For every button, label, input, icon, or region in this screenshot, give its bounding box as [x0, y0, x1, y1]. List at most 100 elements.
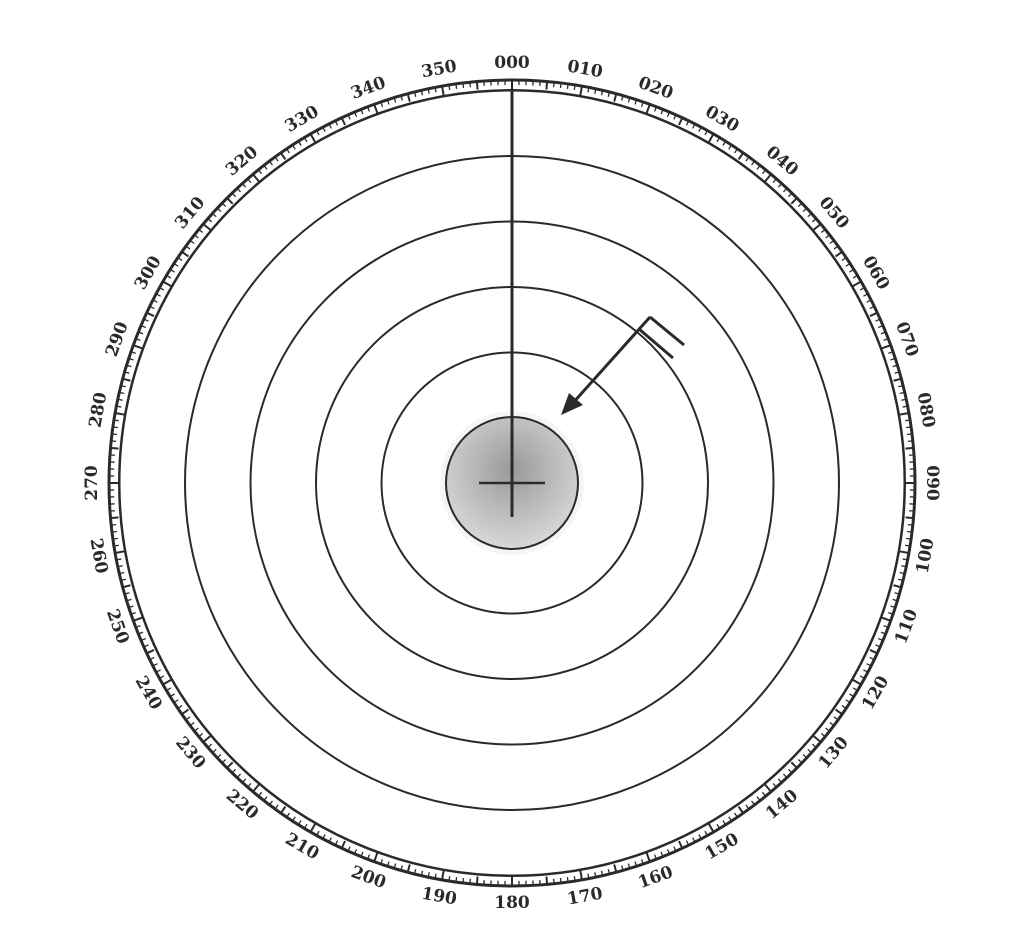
bearing-tick [899, 571, 905, 575]
bearing-tick [573, 84, 576, 91]
bearing-tick [122, 377, 131, 382]
bearing-tick [207, 218, 213, 223]
bearing-tick [152, 663, 158, 667]
bearing-tick [194, 234, 199, 239]
bearing-tick [888, 351, 894, 355]
bearing-tick [829, 239, 835, 244]
bearing-tick [850, 280, 862, 288]
bearing-tick [185, 716, 191, 721]
bearing-tick [274, 156, 279, 162]
bearing-tick [198, 732, 204, 738]
bearing-tick [751, 160, 756, 166]
bearing-tick [128, 357, 134, 361]
bearing-tick [807, 748, 812, 754]
bearing-tick [906, 537, 912, 540]
bearing-tick [782, 773, 788, 779]
bearing-label: 100 [913, 537, 939, 576]
bearing-tick [897, 412, 910, 416]
bearing-tick [852, 687, 858, 692]
bearing-tick [166, 274, 172, 279]
bearing-tick [906, 433, 913, 436]
bearing-tick [427, 88, 430, 94]
bearing-tick [130, 611, 136, 615]
bearing-tick [455, 877, 458, 883]
bearing-tick [152, 299, 158, 303]
bearing-tick [146, 311, 155, 317]
bearing-tick [406, 864, 411, 873]
bearing-tick [189, 239, 195, 244]
bearing-tick [110, 516, 119, 520]
bearing-tick [894, 371, 900, 374]
bearing-tick [114, 412, 127, 416]
bearing-tick [226, 761, 234, 769]
bearing-tick [685, 840, 690, 846]
bearing-tick [135, 625, 141, 629]
bearing-tick [788, 768, 793, 774]
bearing-tick [600, 90, 604, 96]
bearing-tick [866, 663, 872, 667]
bearing-tick [763, 782, 772, 793]
bearing-tick [704, 830, 708, 836]
bearing-tick [722, 820, 727, 826]
bearing-tick [469, 878, 472, 884]
bearing-tick [420, 90, 424, 96]
bearing-tick [905, 446, 914, 450]
bearing-tick [113, 419, 120, 422]
bearing-tick [162, 678, 174, 686]
bearing-tick [834, 251, 843, 258]
bearing-tick [716, 823, 721, 829]
bearing-tick [875, 644, 881, 648]
bearing-tick [880, 331, 886, 335]
bearing-tick [135, 337, 141, 341]
bearing-label: 220 [222, 786, 262, 824]
bearing-tick [309, 821, 317, 833]
bearing-tick [194, 727, 199, 732]
bearing-tick [901, 565, 907, 568]
bearing-tick [880, 344, 892, 350]
bearing-tick [247, 178, 252, 184]
bearing-tick [155, 669, 161, 673]
bearing-label: 040 [762, 142, 802, 180]
bearing-tick [462, 82, 465, 89]
bearing-tick [112, 537, 118, 540]
bearing-tick [829, 722, 835, 727]
bearing-tick [878, 637, 884, 642]
bearing-tick [280, 805, 287, 814]
bearing-tick [126, 364, 132, 368]
bearing-tick [559, 877, 562, 884]
bearing-label: 230 [171, 733, 209, 773]
bearing-tick [353, 849, 358, 855]
bearing-label: 160 [636, 862, 676, 893]
bearing-tick [678, 117, 684, 126]
bearing-tick [880, 631, 886, 635]
bearing-tick [169, 693, 175, 698]
bearing-tick [297, 820, 302, 826]
bearing-tick [899, 391, 905, 395]
bearing-tick [869, 656, 875, 661]
bearing-tick [825, 727, 830, 732]
bearing-label: 180 [494, 893, 530, 913]
arrow-feather [649, 315, 685, 347]
bearing-tick [866, 299, 872, 303]
bearing-tick [138, 331, 144, 335]
bearing-tick [607, 91, 611, 97]
bearing-tick [734, 148, 738, 154]
bearing-label: 350 [420, 56, 459, 82]
bearing-tick [231, 192, 236, 198]
bearing-tick [181, 708, 190, 715]
bearing-tick [263, 165, 268, 170]
bearing-tick [892, 598, 898, 602]
bearing-tick [716, 137, 721, 143]
bearing-tick [322, 834, 326, 840]
bearing-tick [888, 611, 894, 615]
bearing-tick [173, 262, 179, 267]
bearing-label: 110 [891, 606, 922, 646]
bearing-tick [878, 324, 884, 329]
bearing-tick [347, 114, 351, 120]
bearing-tick [177, 705, 183, 709]
bearing-tick [811, 218, 817, 223]
bearing-tick [811, 223, 822, 232]
bearing-tick [673, 846, 677, 852]
bearing-tick [322, 126, 326, 132]
